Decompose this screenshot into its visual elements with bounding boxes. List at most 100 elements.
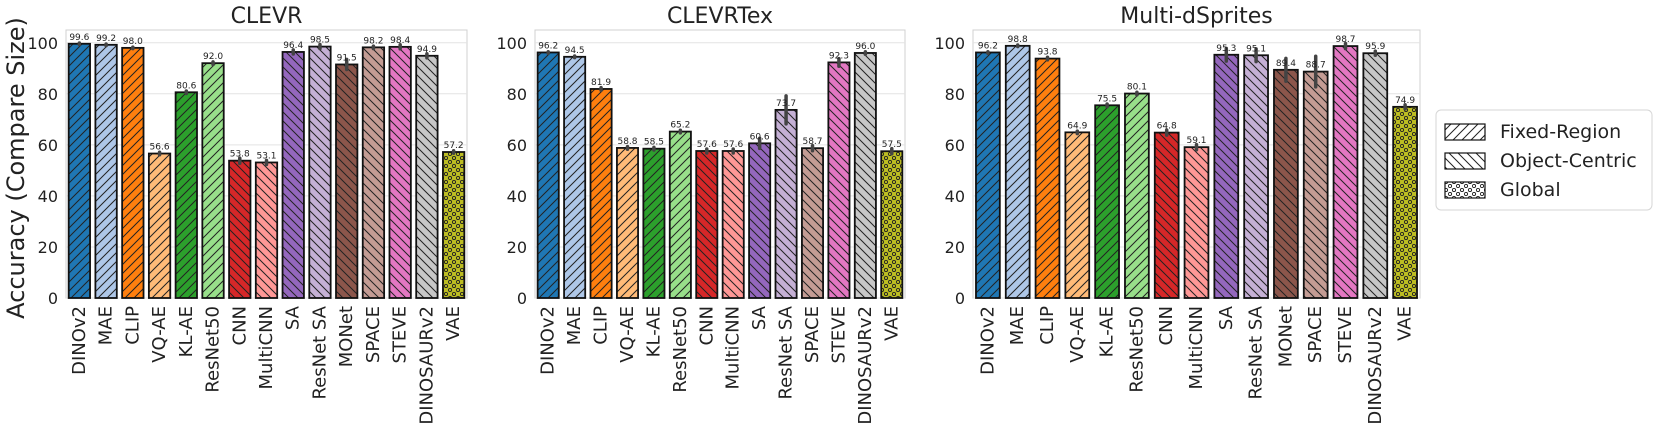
value-label: 98.8 bbox=[1008, 35, 1028, 45]
y-tick-label: 100 bbox=[496, 34, 527, 53]
bar-hatch bbox=[774, 108, 798, 299]
bar-hatch bbox=[335, 63, 359, 299]
y-tick-label: 100 bbox=[27, 34, 58, 53]
bar-sa: 60.6 bbox=[748, 132, 772, 299]
bar-space: 58.7 bbox=[801, 137, 824, 299]
x-tick-label: CNN bbox=[229, 306, 250, 346]
bar-vae: 57.5 bbox=[880, 140, 904, 299]
bar-resnet50: 65.2 bbox=[668, 121, 692, 299]
bar-hatch bbox=[94, 43, 118, 299]
value-label: 91.5 bbox=[337, 53, 357, 63]
x-tick-label: SA bbox=[1216, 305, 1237, 330]
bar-hatch bbox=[254, 161, 279, 299]
value-label: 94.9 bbox=[417, 45, 437, 55]
bar-resnet50: 80.1 bbox=[1124, 83, 1150, 299]
value-label: 59.1 bbox=[1186, 136, 1206, 146]
bar-vq-ae: 64.9 bbox=[1064, 121, 1091, 299]
value-label: 92.0 bbox=[203, 52, 223, 62]
bar-clip: 93.8 bbox=[1034, 48, 1061, 299]
bar-hatch bbox=[1064, 131, 1091, 299]
value-label: 53.1 bbox=[256, 151, 276, 161]
bar-hatch bbox=[801, 147, 824, 299]
bar-clip: 81.9 bbox=[589, 78, 613, 299]
y-tick-label: 0 bbox=[48, 289, 58, 308]
value-label: 88.7 bbox=[1306, 61, 1326, 71]
y-tick-label: 0 bbox=[955, 289, 965, 308]
value-label: 93.8 bbox=[1037, 48, 1057, 58]
value-label: 53.8 bbox=[230, 150, 250, 160]
bar-resnet50: 92.0 bbox=[201, 52, 225, 299]
bar-kl-ae: 58.5 bbox=[642, 138, 666, 299]
x-tick-label: STEVE bbox=[828, 306, 849, 363]
bar-sa: 96.4 bbox=[281, 41, 305, 299]
panel-title: CLEVRTex bbox=[667, 4, 773, 29]
bar-steve: 92.3 bbox=[827, 51, 851, 299]
bar-dinosaurv2: 96.0 bbox=[853, 42, 877, 299]
bar-hatch bbox=[121, 46, 145, 299]
value-label: 95.9 bbox=[1365, 42, 1385, 52]
bar-vae: 74.9 bbox=[1392, 96, 1418, 299]
value-label: 57.5 bbox=[882, 140, 902, 150]
x-tick-label: SA bbox=[283, 305, 304, 330]
x-tick-label: DINOv2 bbox=[977, 306, 998, 375]
y-tick-label: 20 bbox=[38, 238, 58, 257]
bar-resnet-sa: 95.1 bbox=[1243, 44, 1269, 299]
bar-mae: 94.5 bbox=[563, 46, 587, 299]
value-label: 73.7 bbox=[776, 99, 796, 109]
bar-hatch bbox=[827, 61, 851, 299]
bar-hatch bbox=[147, 152, 172, 299]
y-tick-label: 80 bbox=[507, 85, 527, 104]
x-tick-label: KL-AE bbox=[1097, 306, 1118, 357]
bar-hatch bbox=[853, 52, 877, 299]
value-label: 65.2 bbox=[670, 121, 690, 131]
bar-hatch bbox=[1302, 70, 1329, 299]
value-label: 58.8 bbox=[617, 137, 637, 147]
x-tick-label: KL-AE bbox=[176, 306, 197, 357]
legend-swatch bbox=[1444, 181, 1486, 199]
bar-hatch bbox=[281, 51, 305, 299]
y-tick-label: 60 bbox=[945, 136, 965, 155]
value-label: 92.3 bbox=[829, 51, 849, 61]
x-tick-label: SPACE bbox=[1305, 306, 1326, 363]
value-label: 57.2 bbox=[444, 141, 464, 151]
value-label: 96.2 bbox=[538, 41, 558, 51]
bar-mae: 99.2 bbox=[94, 34, 118, 299]
legend-label: Fixed-Region bbox=[1500, 121, 1621, 143]
bar-multicnn: 59.1 bbox=[1183, 136, 1210, 299]
value-label: 57.6 bbox=[697, 140, 717, 150]
bar-dinosaurv2: 94.9 bbox=[415, 45, 439, 299]
value-label: 56.6 bbox=[150, 143, 170, 153]
y-tick-label: 0 bbox=[517, 289, 527, 308]
bar-hatch bbox=[1034, 57, 1061, 299]
bar-hatch bbox=[880, 150, 904, 299]
legend-swatch bbox=[1444, 123, 1486, 141]
value-label: 58.7 bbox=[802, 137, 822, 147]
x-tick-label: DINOSAURv2 bbox=[855, 306, 876, 425]
x-tick-label: MultiCNN bbox=[256, 306, 277, 390]
value-label: 57.6 bbox=[723, 140, 743, 150]
x-tick-label: MultiCNN bbox=[723, 306, 744, 390]
y-tick-label: 100 bbox=[934, 34, 965, 53]
bar-multicnn: 57.6 bbox=[721, 140, 745, 299]
y-tick-label: 20 bbox=[507, 238, 527, 257]
bar-kl-ae: 75.5 bbox=[1094, 94, 1120, 299]
x-tick-label: CLIP bbox=[591, 306, 612, 345]
bar-hatch bbox=[589, 88, 613, 299]
panel-clevr: 0 20 40 60 80 100 CLEVR 99.6 DINOv2 99.2 MAE 98.0 CL… bbox=[27, 4, 468, 425]
x-tick-label: VQ-AE bbox=[149, 306, 170, 363]
bar-monet: 89.4 bbox=[1273, 56, 1299, 299]
bar-hatch bbox=[228, 159, 252, 299]
bar-cnn: 57.6 bbox=[695, 140, 719, 299]
bar-hatch bbox=[415, 54, 439, 299]
bar-hatch bbox=[616, 147, 639, 299]
bar-hatch bbox=[1004, 44, 1031, 299]
value-label: 80.1 bbox=[1127, 83, 1147, 93]
bar-vq-ae: 58.8 bbox=[616, 137, 639, 299]
y-axis-label: Accuracy (Compare Size) bbox=[2, 17, 30, 319]
bar-hatch bbox=[563, 55, 587, 299]
bar-sa: 95.3 bbox=[1213, 44, 1240, 299]
bar-steve: 98.4 bbox=[388, 36, 412, 299]
bar-cnn: 53.8 bbox=[228, 150, 252, 299]
bar-hatch bbox=[1332, 45, 1359, 299]
x-tick-label: SA bbox=[749, 305, 770, 330]
